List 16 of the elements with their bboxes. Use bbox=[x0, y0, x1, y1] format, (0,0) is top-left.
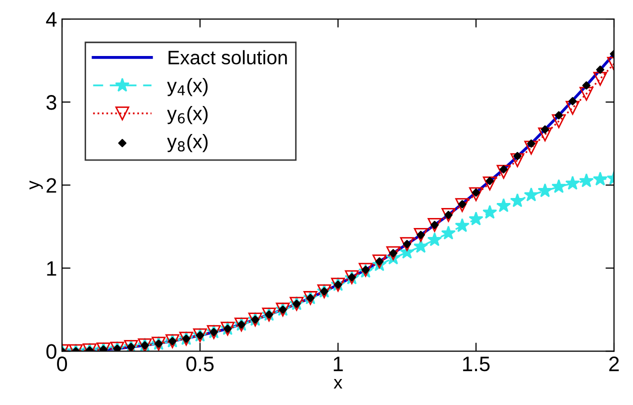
x-tick-label: 1 bbox=[334, 356, 343, 372]
x-tick-label: 2 bbox=[609, 356, 619, 372]
legend-label: Exact solution bbox=[168, 50, 287, 64]
x-tick-label: 1.5 bbox=[463, 356, 490, 372]
x-axis-title: x bbox=[334, 378, 342, 388]
y-tick-label: 4 bbox=[46, 12, 57, 27]
x-tick-label: 0 bbox=[57, 356, 68, 372]
legend-label: y$_{4}$(x) bbox=[167, 78, 208, 96]
y-tick-label: 1 bbox=[47, 261, 56, 276]
legend-label: y$_{6}$(x) bbox=[167, 106, 208, 124]
y-axis-title: y bbox=[30, 180, 43, 190]
x-tick-label: 0.5 bbox=[186, 356, 214, 372]
legend-label: y$_{8}$(x) bbox=[167, 134, 208, 152]
y-tick-label: 0 bbox=[46, 344, 56, 359]
y-tick-label: 2 bbox=[46, 178, 56, 193]
y-tick-label: 3 bbox=[46, 95, 56, 110]
